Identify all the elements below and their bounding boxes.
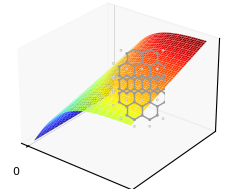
Circle shape [133,101,136,103]
Circle shape [170,89,172,91]
Circle shape [118,101,120,103]
Circle shape [118,65,120,68]
Circle shape [170,78,172,80]
Circle shape [125,79,128,81]
Circle shape [118,79,120,81]
Circle shape [156,105,159,108]
Circle shape [163,74,166,77]
Circle shape [125,74,128,77]
Circle shape [133,48,136,50]
Circle shape [141,92,144,95]
Circle shape [118,92,120,95]
Circle shape [112,91,114,93]
Circle shape [133,74,136,77]
Circle shape [112,104,114,106]
Circle shape [141,68,143,70]
Circle shape [112,63,114,64]
Circle shape [148,65,151,68]
Circle shape [133,125,135,127]
Circle shape [163,92,166,95]
Circle shape [125,105,128,108]
Circle shape [133,65,136,68]
Circle shape [141,88,144,90]
Circle shape [170,104,172,106]
Circle shape [118,74,120,77]
Circle shape [163,65,166,68]
Circle shape [149,125,151,127]
Circle shape [170,76,172,78]
Circle shape [170,63,172,64]
Circle shape [148,79,151,81]
Circle shape [120,118,122,120]
Circle shape [148,74,151,77]
Circle shape [133,88,136,90]
Circle shape [141,79,144,81]
Circle shape [112,78,114,80]
Circle shape [125,88,128,90]
Circle shape [141,61,144,64]
Circle shape [133,79,136,81]
Circle shape [170,91,172,93]
Circle shape [156,61,159,64]
Circle shape [112,89,114,91]
Circle shape [163,79,166,81]
Circle shape [141,99,143,101]
Circle shape [141,114,144,117]
Circle shape [125,114,128,117]
Circle shape [125,92,128,95]
Circle shape [148,48,151,50]
Circle shape [125,61,128,64]
Circle shape [156,68,158,70]
Circle shape [156,92,159,95]
Circle shape [163,88,166,90]
Circle shape [125,52,128,55]
Circle shape [156,88,159,90]
Circle shape [126,99,128,101]
Circle shape [156,52,159,55]
Circle shape [133,92,136,95]
Circle shape [156,99,158,101]
Circle shape [112,76,114,78]
Circle shape [148,88,151,90]
Circle shape [156,74,159,77]
Circle shape [141,74,144,77]
Circle shape [120,49,122,51]
Circle shape [141,52,144,55]
Circle shape [126,68,128,70]
Circle shape [156,79,159,81]
Circle shape [149,42,151,43]
Circle shape [163,101,166,103]
Circle shape [162,49,164,51]
Circle shape [148,118,151,121]
Circle shape [133,118,136,121]
Circle shape [156,114,159,117]
Circle shape [148,101,151,103]
Circle shape [162,118,164,120]
Circle shape [148,92,151,95]
Circle shape [133,42,135,43]
Circle shape [118,88,120,90]
Circle shape [141,105,144,108]
